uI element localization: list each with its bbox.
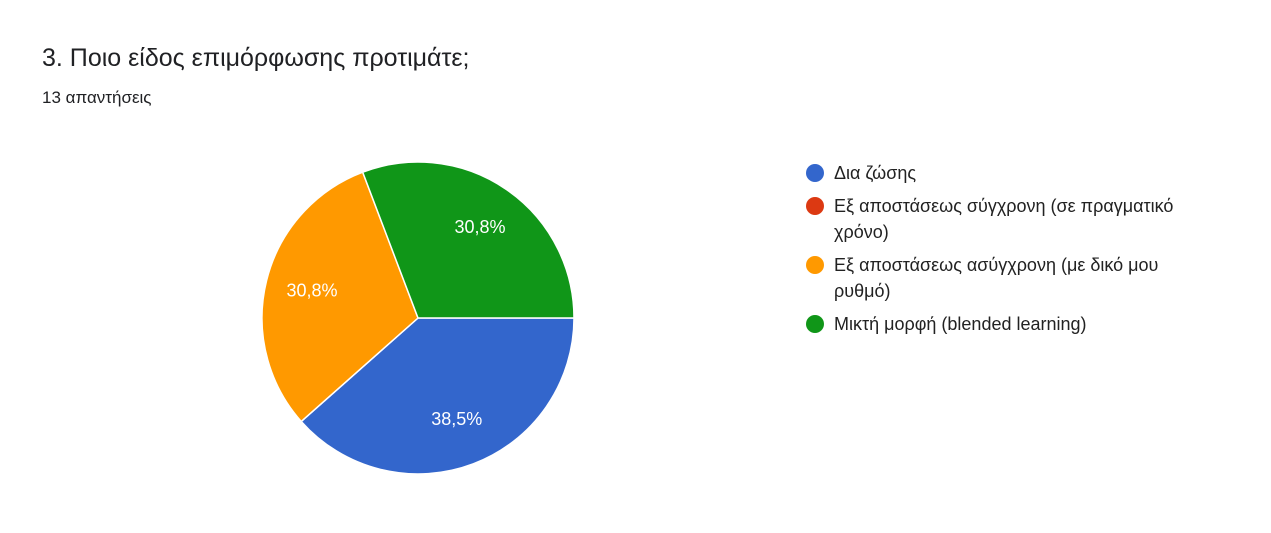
pie-slice (300, 317, 575, 475)
pie-slice (261, 171, 419, 423)
legend: Δια ζώσης Εξ αποστάσεως σύγχρονη (σε πραγ… (806, 160, 1206, 344)
legend-swatch (806, 256, 824, 274)
legend-swatch (806, 315, 824, 333)
data-label: 30,8% (286, 281, 337, 301)
legend-label: Εξ αποστάσεως ασύγχρονη (με δικό μου ρυθ… (834, 255, 1159, 301)
chart-subtitle: 13 απαντήσεις (42, 88, 152, 107)
data-label: 30,8% (455, 217, 506, 237)
legend-item: Εξ αποστάσεως ασύγχρονη (με δικό μου ρυθ… (806, 252, 1206, 304)
legend-label: Δια ζώσης (834, 163, 917, 183)
legend-label: Μικτή μορφή (blended learning) (834, 314, 1087, 334)
legend-item: Μικτή μορφή (blended learning) (806, 311, 1206, 337)
legend-item: Εξ αποστάσεως σύγχρονη (σε πραγματικό χρ… (806, 193, 1206, 245)
chart: 38,5% 30,8% 30,8% (261, 161, 575, 475)
legend-item: Δια ζώσης (806, 160, 1206, 186)
legend-label: Εξ αποστάσεως σύγχρονη (σε πραγματικό χρ… (834, 196, 1174, 242)
legend-swatch (806, 164, 824, 182)
chart-title: 3. Ποιο είδος επιμόρφωσης προτιμάτε; (42, 44, 470, 72)
data-label: 38,5% (431, 409, 482, 429)
pie-slice (361, 161, 575, 319)
legend-swatch (806, 197, 824, 215)
